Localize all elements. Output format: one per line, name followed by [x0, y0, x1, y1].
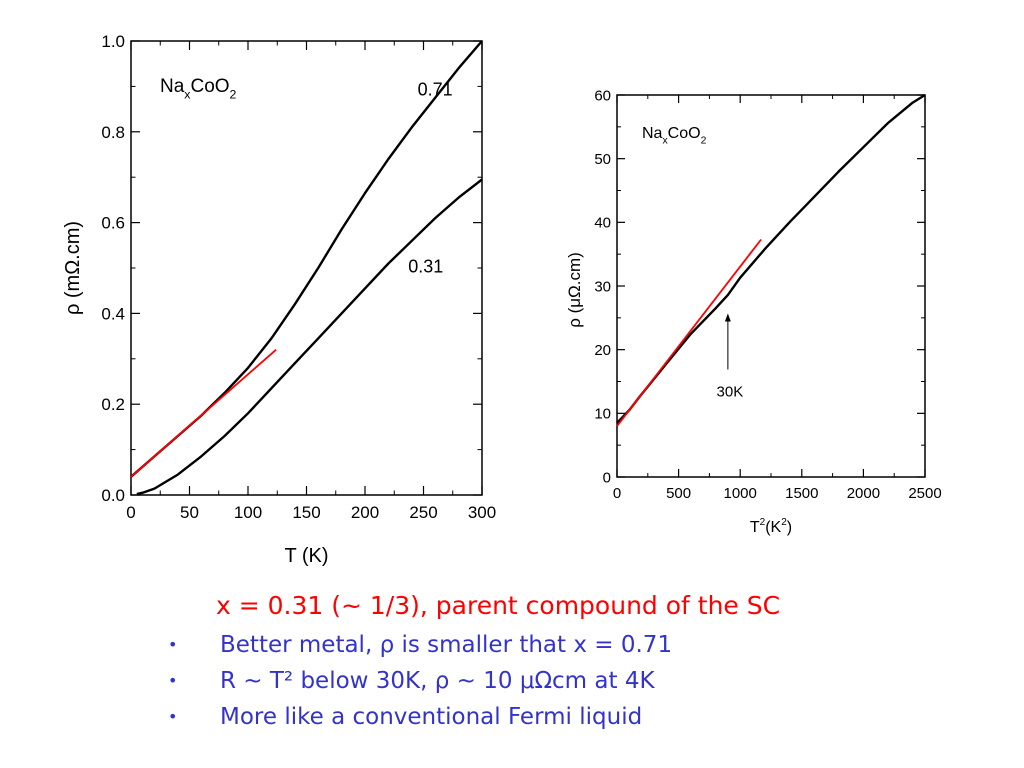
chart-right-resistivity-vs-temperature-squared: 0 500 1000 1500 2000 25000102030405060NaxCoO2…	[565, 87, 942, 536]
xlabel-superscript-1: 2	[760, 517, 766, 528]
xlabel-base: T	[750, 519, 760, 536]
xlabel-superscript-2: 2	[781, 517, 787, 528]
plot-frame	[616, 94, 926, 478]
y-tick-label: 30	[594, 278, 611, 295]
y-tick-label: 0.0	[101, 486, 125, 505]
caption-bullet-text: R ~ T² below 30K, ρ ~ 10 μΩcm at 4K	[220, 668, 655, 694]
formula-subscript-x: x	[662, 136, 668, 147]
series-line-2	[136, 178, 483, 496]
x-tick-label: 2500	[908, 485, 941, 502]
y-tick-label: 0	[603, 469, 611, 486]
inset-formula-label: NaxCoO2	[160, 76, 237, 102]
formula-subscript-2: 2	[230, 88, 237, 102]
x-tick-label: 0	[126, 503, 135, 522]
x-tick-label: 150	[292, 503, 320, 522]
y-tick-label: 0.4	[101, 304, 125, 323]
caption-bullet-1: • Better metal, ρ is smaller that x = 0.7…	[160, 627, 940, 663]
x-axis-label: T (K)	[284, 545, 328, 567]
x-tick-label: 50	[180, 503, 199, 522]
formula-base: Na	[160, 76, 185, 97]
x-tick-label: 300	[468, 503, 496, 522]
annotation-arrow-head	[724, 313, 731, 322]
y-tick-label: 20	[594, 342, 611, 359]
x-tick-label: 1000	[724, 485, 757, 502]
series-line-3	[130, 349, 277, 478]
y-axis-label: ρ (μΩ.cm)	[565, 252, 584, 328]
formula-middle: CoO	[668, 125, 701, 142]
y-tick-label: 50	[594, 151, 611, 168]
x-tick-label: 0	[613, 485, 621, 502]
series-label-0.71: 0.71	[418, 79, 453, 99]
y-axis-label: ρ (mΩ.cm)	[62, 221, 84, 315]
x-axis-label: T2(K2)	[750, 517, 792, 536]
y-tick-label: 0.2	[101, 395, 125, 414]
formula-subscript-x: x	[184, 88, 191, 102]
y-tick-label: 0.6	[101, 214, 125, 233]
y-tick-label: 60	[594, 87, 611, 104]
y-tick-label: 10	[594, 406, 611, 423]
caption-bullet-text: Better metal, ρ is smaller that x = 0.71	[220, 632, 673, 658]
formula-subscript-2: 2	[701, 136, 707, 147]
caption-bullet-text: More like a conventional Fermi liquid	[220, 704, 643, 730]
series-label-0.31: 0.31	[408, 257, 443, 277]
annotation-label-30K: 30K	[717, 383, 744, 400]
x-tick-label: 2000	[847, 485, 880, 502]
y-tick-label: 40	[594, 215, 611, 232]
caption-bullet-2: • R ~ T² below 30K, ρ ~ 10 μΩcm at 4K	[160, 663, 940, 699]
inset-formula-label: NaxCoO2	[642, 125, 707, 147]
x-tick-label: 500	[666, 485, 691, 502]
bullet-dot: •	[168, 635, 178, 654]
x-tick-label: 200	[351, 503, 379, 522]
series-line-2	[616, 238, 762, 427]
x-tick-label: 100	[234, 503, 262, 522]
xlabel-middle: (K	[765, 519, 781, 536]
caption-title: x = 0.31 (~ 1/3), parent compound of the…	[216, 591, 781, 620]
bullet-dot: •	[168, 671, 178, 690]
formula-base: Na	[642, 125, 663, 142]
formula-middle: CoO	[190, 76, 229, 97]
y-tick-label: 0.8	[101, 123, 125, 142]
caption-bullet-3: • More like a conventional Fermi liquid	[160, 699, 940, 735]
xlabel-end: )	[787, 519, 792, 536]
x-tick-label: 1500	[785, 485, 818, 502]
y-tick-label: 1.0	[101, 32, 125, 51]
x-tick-label: 250	[409, 503, 437, 522]
caption-bullet-list: • Better metal, ρ is smaller that x = 0.7…	[160, 627, 940, 735]
chart-left-resistivity-vs-temperature: 0 50 100 150 200 250 300 0.0 0.2 0.4 0.6 0.8 1.0 NaxC…	[62, 32, 496, 567]
bullet-dot: •	[168, 707, 178, 726]
